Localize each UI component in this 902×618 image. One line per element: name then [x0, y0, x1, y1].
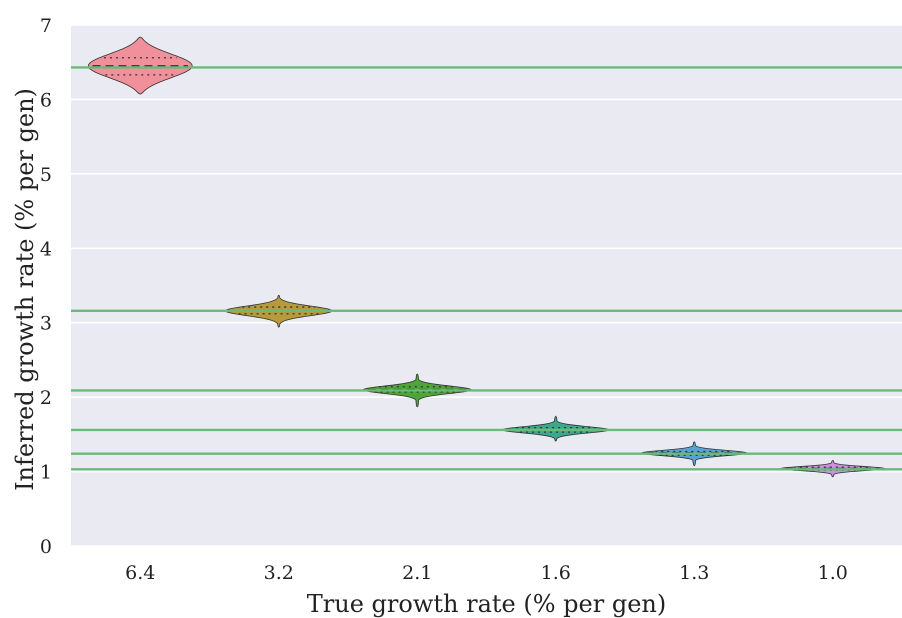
y-tick-labels: 0 1 2 3 4 5 6 7 — [40, 15, 52, 558]
y-tick-label: 4 — [40, 238, 52, 260]
x-tick-label: 6.4 — [125, 562, 155, 584]
grid-lines — [71, 24, 902, 547]
y-tick-label: 0 — [40, 536, 52, 558]
x-tick-label: 3.2 — [264, 562, 294, 584]
x-tick-label: 2.1 — [402, 562, 432, 584]
x-tick-labels: 6.4 3.2 2.1 1.6 1.3 1.0 — [125, 562, 848, 584]
y-tick-label: 6 — [40, 89, 52, 111]
y-tick-label: 2 — [40, 387, 52, 409]
y-tick-label: 3 — [40, 313, 52, 335]
y-axis-label: Inferred growth rate (% per gen) — [11, 88, 39, 491]
x-tick-label: 1.0 — [818, 562, 848, 584]
plot-area — [71, 25, 902, 546]
y-tick-label: 5 — [40, 164, 52, 186]
x-axis-label: True growth rate (% per gen) — [307, 590, 666, 618]
x-tick-label: 1.6 — [541, 562, 571, 584]
true-value-lines — [71, 66, 902, 471]
x-tick-label: 1.3 — [679, 562, 709, 584]
violin-6.4 — [87, 36, 193, 95]
y-tick-label: 1 — [40, 462, 52, 484]
y-tick-label: 7 — [40, 15, 52, 37]
